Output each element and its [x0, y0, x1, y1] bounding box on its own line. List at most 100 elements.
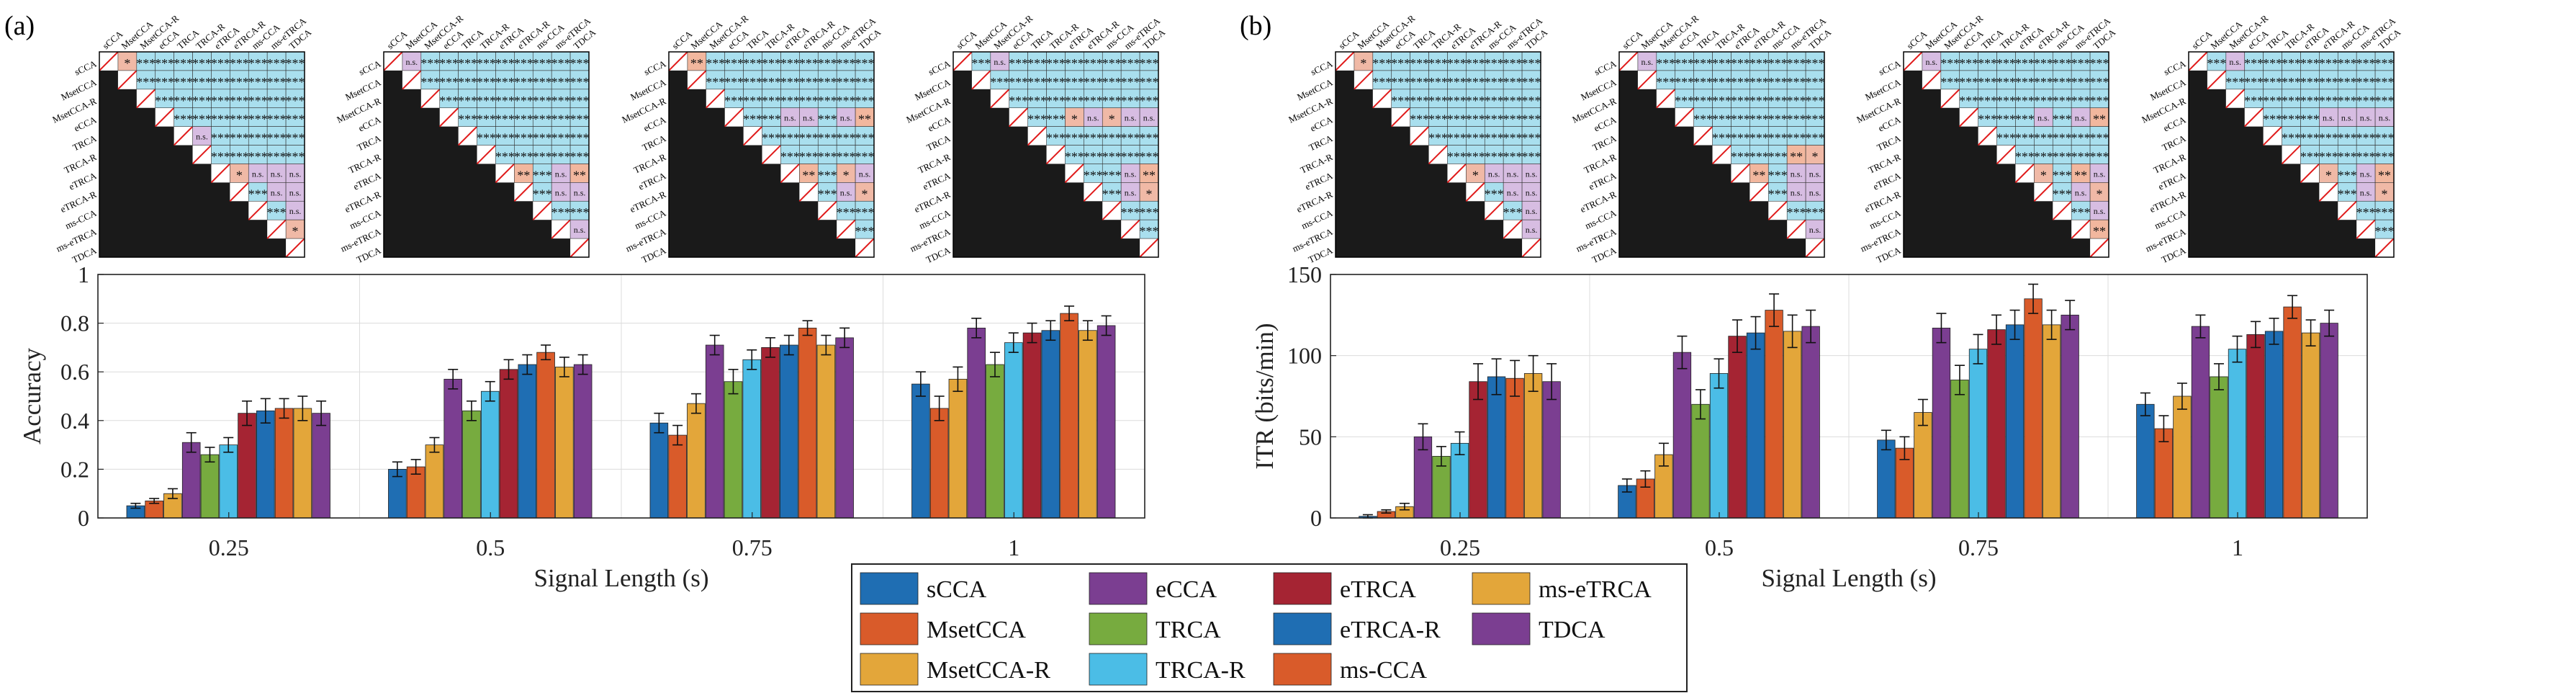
matrix-cell: [230, 89, 249, 109]
matrix-cell: [780, 126, 800, 146]
matrix-cell: [2374, 182, 2395, 202]
matrix-row-label: sCCA: [1877, 58, 1903, 77]
matrix-cell: [1996, 126, 2016, 146]
legend-swatch: [1089, 572, 1148, 605]
matrix-diagonal-slash: [742, 125, 763, 146]
matrix-cell-label: ***: [1372, 75, 1392, 89]
bar: [2283, 306, 2302, 519]
matrix-cell: [1731, 51, 1750, 71]
matrix-cell: [1139, 164, 1159, 183]
matrix-cell: [155, 89, 174, 109]
matrix-cell-label: ***: [2244, 75, 2264, 89]
matrix-cell: [836, 145, 856, 164]
matrix-cell: [1428, 89, 1448, 109]
matrix-cell: [248, 51, 268, 71]
matrix-cell: [724, 89, 744, 109]
matrix-cell: [855, 70, 875, 90]
matrix-cell-label: ***: [2071, 205, 2091, 220]
matrix-cell-label: ***: [1806, 75, 1825, 89]
matrix-cell: [230, 70, 249, 90]
matrix-cell: [1786, 89, 1806, 109]
matrix-cell: [2300, 145, 2320, 164]
matrix-cell-label: ***: [2338, 131, 2357, 146]
matrix-cell: [1009, 70, 1028, 90]
matrix-row-label: TRCA: [71, 133, 99, 153]
matrix-cell-label: ***: [1447, 75, 1467, 89]
matrix-cell-label: ***: [1102, 75, 1122, 89]
matrix-cell-label: ***: [286, 56, 305, 71]
bar: [1523, 373, 1543, 519]
matrix-cell-label: ***: [706, 75, 725, 89]
matrix-cell-label: ***: [211, 150, 230, 164]
plot-frame: [1330, 274, 2368, 519]
matrix-cell-label: ***: [1102, 131, 1122, 146]
matrix-diagonal-slash: [248, 200, 268, 220]
matrix-cell-label: ***: [248, 131, 268, 146]
panel-label-a: (a): [4, 11, 35, 41]
matrix-cell-label: ***: [230, 75, 249, 89]
matrix-cell-label: ***: [1065, 94, 1084, 108]
matrix-diagonal-slash: [1391, 107, 1411, 128]
matrix-row-label: eCCA: [72, 114, 98, 134]
bar: [2173, 395, 2192, 519]
matrix-cell-label: ***: [551, 205, 571, 220]
bar: [518, 364, 537, 519]
matrix-cell-label: n.s.: [1488, 169, 1500, 179]
matrix-cell-label: ***: [1806, 112, 1825, 127]
matrix-cell-label: ***: [818, 131, 837, 146]
matrix-cell-label: ***: [762, 94, 781, 108]
matrix-cell-label: **: [2093, 112, 2106, 127]
matrix-cell-label: ***: [1675, 56, 1694, 71]
matrix-cell-label: ***: [174, 75, 193, 89]
matrix-cell: [1959, 89, 1978, 109]
matrix-cell-label: ***: [2263, 94, 2282, 108]
matrix-cell: [532, 164, 552, 183]
matrix-cell-label: ***: [1466, 75, 1485, 89]
matrix-cell-label: ***: [495, 75, 515, 89]
matrix-cell-label: ***: [2356, 150, 2376, 164]
matrix-cell: [1484, 89, 1504, 109]
matrix-row-label: sCCA: [1593, 58, 1618, 77]
matrix-diagonal-slash: [439, 107, 459, 128]
matrix-cell: [1410, 51, 1429, 71]
matrix-row-label: TRCA: [356, 133, 383, 153]
matrix-cell-label: ***: [1503, 112, 1523, 127]
matrix-cell: [1139, 89, 1159, 109]
matrix-cell-label: ***: [1693, 112, 1713, 127]
matrix-cell-label: n.s.: [1791, 169, 1803, 179]
matrix-diagonal-slash: [1618, 51, 1639, 71]
matrix-cell-label: ***: [1503, 56, 1523, 71]
matrix-cell-label: ***: [1447, 150, 1467, 164]
matrix-cell-label: ***: [1978, 56, 1997, 71]
matrix-cell-label: ***: [551, 112, 571, 127]
matrix-cell-label: ***: [762, 75, 781, 89]
matrix-cell-label: ***: [837, 205, 856, 220]
matrix-cell-label: ***: [1140, 131, 1159, 146]
matrix-cell-label: n.s.: [2360, 169, 2372, 179]
matrix-row-label: eCCA: [1308, 114, 1334, 134]
matrix-cell: [855, 145, 875, 164]
matrix-cell: [1102, 182, 1122, 202]
matrix-cell-label: ***: [1749, 75, 1769, 89]
matrix-cell-label: ***: [1768, 187, 1788, 201]
matrix-cell-label: ***: [570, 75, 590, 89]
matrix-cell-label: ***: [2319, 75, 2338, 89]
matrix-cell: [569, 70, 590, 90]
matrix-cell: [2089, 200, 2109, 220]
matrix-cell-label: ***: [743, 75, 762, 89]
matrix-diagonal-slash: [1767, 200, 1788, 220]
x-tick-label: 0.5: [1705, 535, 1734, 560]
matrix-cell: [2319, 89, 2338, 109]
matrix-cell: [2374, 89, 2395, 109]
matrix-cell-label: ***: [1027, 56, 1047, 71]
matrix-cell-label: ***: [2300, 112, 2320, 127]
matrix-row-label: eCCA: [356, 114, 382, 134]
matrix-cell-label: ***: [1027, 112, 1047, 127]
matrix-cell: [477, 126, 496, 146]
legend-label: MsetCCA: [927, 617, 1026, 643]
matrix-cell-label: n.s.: [1809, 187, 1821, 197]
matrix-cell-label: ***: [458, 112, 477, 127]
matrix-cell-label: n.s.: [2037, 113, 2050, 123]
matrix-cell-label: n.s.: [196, 132, 208, 142]
matrix-cell-label: ***: [570, 131, 590, 146]
